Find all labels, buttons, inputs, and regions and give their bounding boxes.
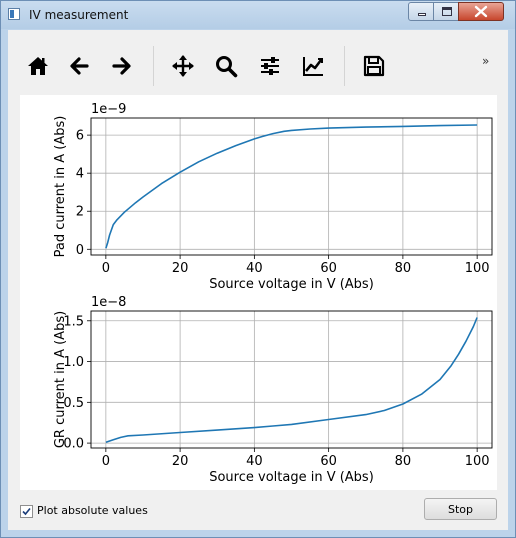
plot1-y-tick-label: 4 [76, 167, 84, 182]
zoom-button[interactable] [211, 51, 241, 81]
toolbar-separator [153, 46, 154, 86]
plot2-y-tick-label: 1.0 [63, 355, 84, 370]
arrow-left-icon [70, 57, 89, 75]
plot2-y-axis-label: GR current in A (Abs) [53, 311, 68, 448]
line-chart-icon [303, 57, 323, 76]
stop-button[interactable]: Stop [424, 498, 497, 520]
figure-canvas[interactable]: 0 20 40 60 80 100 0 2 4 6 1e−9 Source voltage in V … [20, 95, 497, 490]
minimize-button[interactable] [408, 2, 434, 21]
plot2-x-tick-label: 0 [102, 454, 110, 469]
plot2-x-tick-label: 60 [320, 454, 337, 469]
plot-absolute-checkbox[interactable] [20, 505, 33, 518]
plot2-y-tick-label: 0.5 [63, 396, 84, 411]
close-icon [474, 5, 488, 18]
plot-absolute-label: Plot absolute values [37, 504, 148, 517]
plot2-x-axis-label: Source voltage in V (Abs) [209, 470, 374, 485]
plot1-x-tick-label: 80 [395, 261, 412, 276]
save-button[interactable] [359, 51, 389, 81]
plot1-y-tick-label: 2 [76, 205, 84, 220]
subplots-button[interactable] [255, 51, 285, 81]
plot1-offset-label: 1e−9 [91, 102, 126, 117]
plot1-x-tick-label: 60 [320, 261, 337, 276]
floppy-disk-icon [363, 55, 385, 77]
magnifier-icon [216, 56, 238, 78]
move-arrows-icon [172, 55, 194, 77]
window-client-area: » 0 20 40 60 80 100 0 2 4 6 1e−9 Source voltage in … [8, 30, 508, 530]
arrow-right-icon [112, 57, 131, 75]
sliders-icon [261, 57, 279, 75]
toolbar-overflow-button[interactable]: » [482, 54, 490, 68]
window-app-icon [8, 8, 20, 20]
plot2-x-tick-label: 100 [465, 454, 490, 469]
forward-button[interactable] [107, 51, 137, 81]
plot2-y-tick-label: 1.5 [63, 314, 84, 329]
plot2-x-tick-label: 20 [172, 454, 189, 469]
plot1-y-axis-label: Pad current in A (Abs) [53, 116, 68, 258]
toolbar-separator [344, 46, 345, 86]
close-button[interactable] [458, 2, 504, 21]
pan-button[interactable] [168, 51, 198, 81]
home-button[interactable] [23, 51, 53, 81]
maximize-icon [442, 7, 452, 16]
maximize-button[interactable] [433, 2, 459, 21]
window-title: IV measurement [29, 8, 129, 22]
plot1-x-tick-label: 0 [102, 261, 110, 276]
plot1-y-tick-label: 0 [76, 243, 84, 258]
plot1-axes-frame [90, 117, 493, 256]
plot1-y-tick-label: 6 [76, 129, 84, 144]
plot2-offset-label: 1e−8 [91, 295, 126, 310]
plot2-y-tick-label: 0.0 [63, 437, 84, 452]
plot1-data-line [105, 124, 478, 249]
plot2-axes-frame [90, 310, 493, 449]
bottom-bar: Plot absolute values Stop [8, 495, 508, 530]
title-bar[interactable]: IV measurement [1, 1, 515, 29]
plot2-x-tick-label: 80 [395, 454, 412, 469]
home-icon [28, 57, 48, 75]
plot1-x-tick-label: 40 [246, 261, 263, 276]
plot1-x-axis-label: Source voltage in V (Abs) [209, 277, 374, 292]
plot1-x-tick-label: 100 [465, 261, 490, 276]
plot-toolbar: » [8, 30, 508, 94]
minimize-icon [418, 13, 426, 16]
customize-button[interactable] [298, 51, 328, 81]
plot1-x-tick-label: 20 [172, 261, 189, 276]
figure-svg: 0 20 40 60 80 100 0 2 4 6 1e−9 Source voltage in V … [53, 102, 493, 485]
back-button[interactable] [64, 51, 94, 81]
checkmark-icon [22, 507, 31, 516]
plot2-x-tick-label: 40 [246, 454, 263, 469]
plot2-data-line [105, 317, 478, 444]
